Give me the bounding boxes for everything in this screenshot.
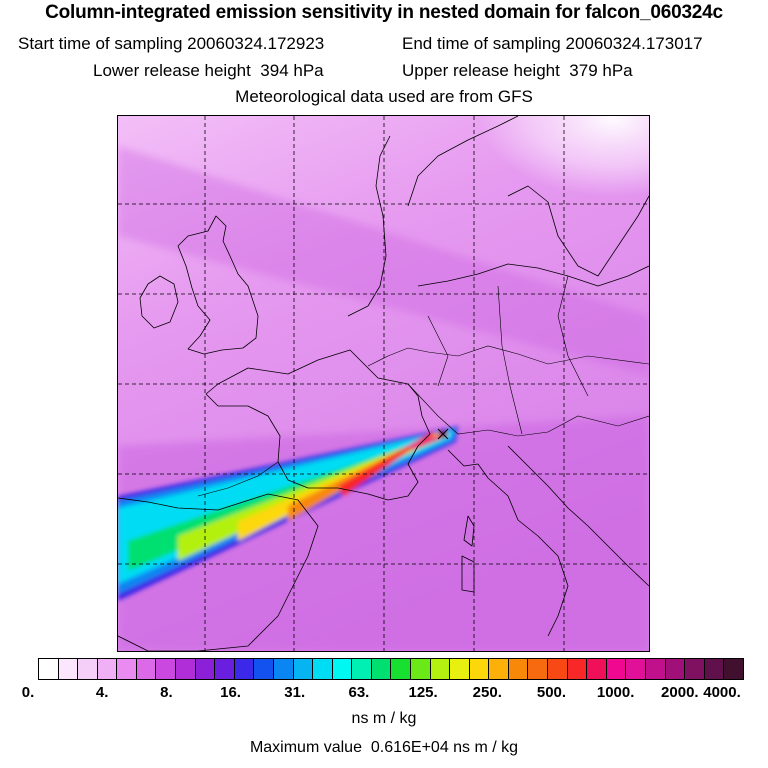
colorbar-swatch [313, 659, 333, 679]
lower-release-value: 394 hPa [260, 61, 324, 80]
start-time: Start time of sampling 20060324.172923 [18, 34, 324, 54]
colorbar-swatch [430, 659, 451, 679]
end-time-value: 20060324.173017 [565, 34, 703, 53]
adriatic-coast [507, 445, 649, 587]
colorbar-swatch [567, 659, 588, 679]
colorbar-tick-label: 4000. [703, 684, 741, 701]
colorbar-swatch [391, 659, 411, 679]
colorbar-swatch [97, 659, 118, 679]
colorbar-swatch [215, 659, 235, 679]
colorbar-tick-label: 63. [348, 684, 370, 701]
colorbar-swatch [58, 659, 79, 679]
mid-sensitivity-band [118, 146, 649, 376]
colorbar-swatch [665, 659, 686, 679]
colorbar-swatch [332, 659, 353, 679]
colorbar-swatch [548, 659, 568, 679]
great-britain-coast [177, 215, 259, 355]
colorbar-swatch [117, 659, 137, 679]
map-canvas [118, 116, 649, 651]
iberia-coast [118, 493, 319, 651]
colorbar-swatch [78, 659, 98, 679]
start-time-value: 20060324.172923 [187, 34, 325, 53]
end-time-label: End time of sampling [402, 34, 561, 53]
colorbar-tick-label: 16. [220, 684, 241, 701]
lat-lon-grid [118, 116, 649, 651]
colorbar-tick-label: 0. [21, 684, 35, 701]
lower-release-height: Lower release height 394 hPa [93, 61, 324, 81]
italy-coast [447, 449, 569, 637]
release-site-marker [437, 428, 449, 440]
start-time-label: Start time of sampling [18, 34, 183, 53]
colorbar-swatch [234, 659, 255, 679]
colorbar-tick-label: 250. [472, 684, 502, 701]
colorbar-swatch [136, 659, 157, 679]
chart-title: Column-integrated emission sensitivity i… [45, 2, 723, 23]
colorbar-swatch [587, 659, 607, 679]
colorbar-swatch [469, 659, 490, 679]
colorbar-tick-label: 1000. [596, 684, 635, 701]
colorbar-swatch [645, 659, 666, 679]
coastlines [118, 116, 649, 651]
colorbar-swatch [410, 659, 431, 679]
colorbar-tick-label: 500. [536, 684, 567, 701]
colorbar-swatch [626, 659, 646, 679]
colorbar-swatch [352, 659, 372, 679]
colorbar-swatch [606, 659, 627, 679]
colorbar [38, 658, 744, 680]
emission-plume [118, 426, 458, 601]
ireland-coast [139, 275, 179, 329]
met-source: Meteorological data used are from GFS [235, 87, 533, 106]
lower-release-label: Lower release height [93, 61, 251, 80]
colorbar-swatch [273, 659, 294, 679]
colorbar-swatch [724, 659, 743, 679]
maximum-value-label: Maximum value [249, 739, 362, 756]
colorbar-swatch [685, 659, 705, 679]
upper-release-label: Upper release height [402, 61, 560, 80]
baltic-coast [417, 263, 649, 287]
colorbar-swatch [371, 659, 392, 679]
colorbar-swatch [39, 659, 59, 679]
france-coast [205, 349, 431, 501]
colorbar-tick-label: 31. [284, 684, 306, 701]
colorbar-swatch [489, 659, 509, 679]
end-time: End time of sampling 20060324.173017 [402, 34, 703, 54]
scandinavia-coast [407, 116, 649, 277]
colorbar-tick-label: 4. [95, 684, 109, 701]
colorbar-tick-label: 2000. [661, 684, 699, 701]
colorbar-swatch [156, 659, 177, 679]
colorbar-swatch [195, 659, 216, 679]
maximum-value: Maximum value 0.616E+04 ns m / kg [0, 739, 768, 757]
colorbar-swatch [293, 659, 314, 679]
colorbar-units: ns m / kg [351, 710, 417, 727]
emission-sensitivity-map [117, 115, 650, 652]
colorbar-swatch [176, 659, 196, 679]
maximum-value-number: 0.616E+04 ns m / kg [370, 739, 519, 756]
north-sea-coast [347, 135, 391, 317]
colorbar-tick-label: 8. [160, 684, 173, 701]
colorbar-swatch [254, 659, 274, 679]
colorbar-swatch [450, 659, 470, 679]
colorbar-swatch [508, 659, 529, 679]
colorbar-swatch [528, 659, 549, 679]
colorbar-swatch [704, 659, 725, 679]
upper-release-height: Upper release height 379 hPa [402, 61, 633, 81]
colorbar-tick-label: 125. [408, 684, 438, 701]
upper-release-value: 379 hPa [569, 61, 633, 80]
country-borders [197, 275, 649, 497]
